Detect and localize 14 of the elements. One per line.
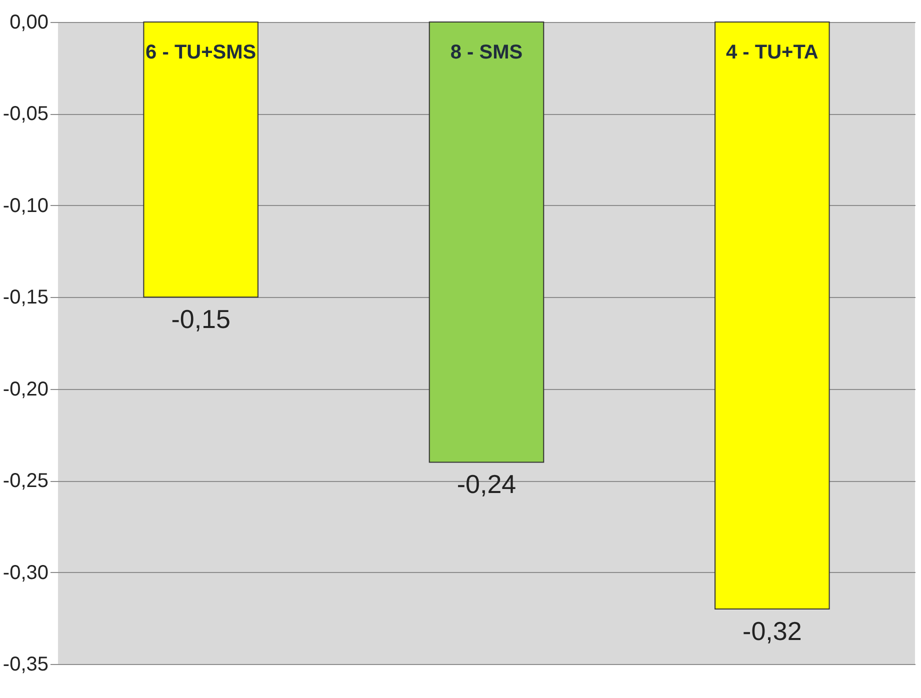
x-tick-label: 8 - SMS — [450, 42, 523, 64]
data-label: -0,15 — [171, 304, 230, 334]
y-tick-label: -0,05 — [2, 103, 48, 126]
x-tick-label: 4 - TU+TA — [726, 42, 818, 64]
y-tick-label: -0,25 — [2, 470, 48, 492]
y-tick-label: 0,00 — [10, 12, 48, 34]
y-tick-label: -0,15 — [2, 286, 48, 309]
x-tick-label: 6 - TU+SMS — [146, 42, 256, 64]
y-tick-label: -0,30 — [2, 562, 48, 584]
data-label: -0,24 — [456, 469, 516, 500]
y-tick-label: -0,20 — [2, 378, 48, 400]
y-tick-label: -0,35 — [2, 654, 48, 676]
data-label: -0,32 — [742, 616, 802, 646]
y-tick-label: -0,10 — [2, 194, 48, 217]
